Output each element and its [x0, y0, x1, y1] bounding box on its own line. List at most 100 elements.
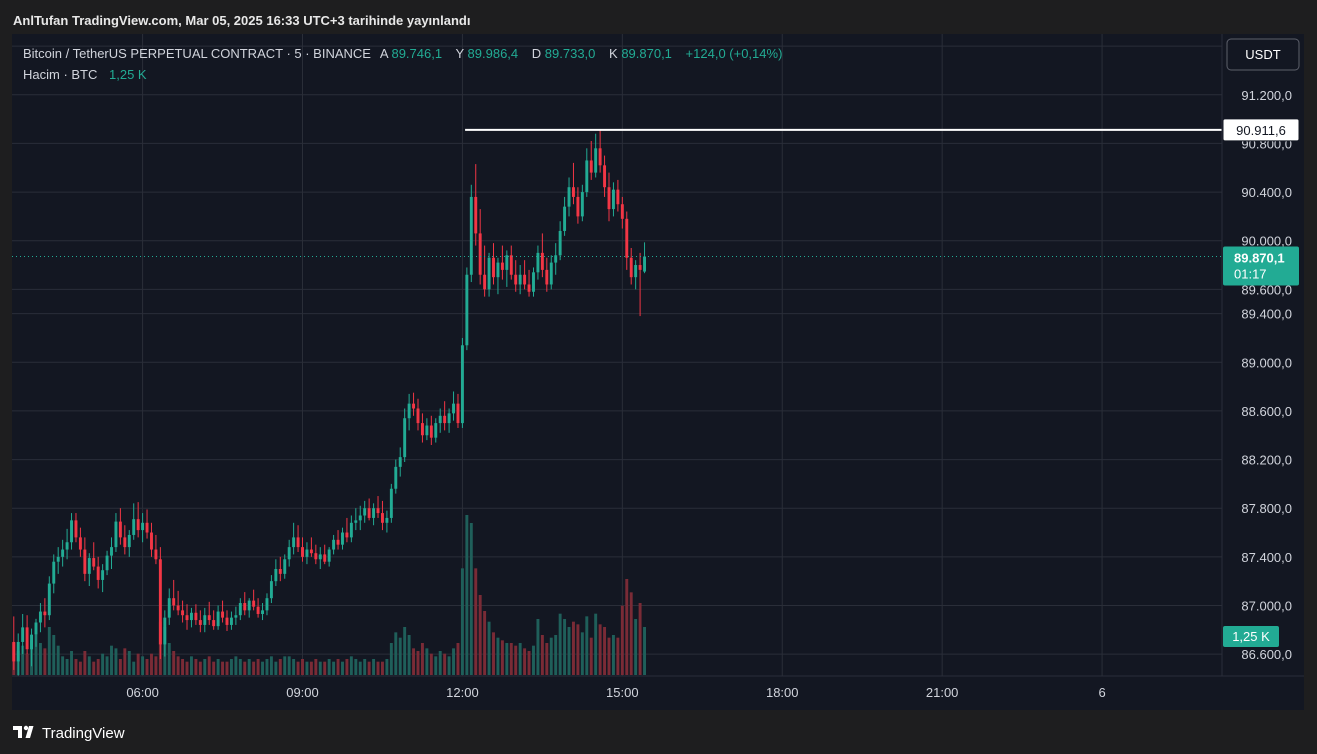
candle-body: [43, 611, 47, 616]
legend-low-label: D: [532, 46, 541, 61]
volume-bar: [589, 637, 593, 675]
volume-bar: [376, 661, 380, 675]
tradingview-logo[interactable]: TradingView: [13, 725, 125, 742]
volume-bar: [83, 651, 87, 675]
legend-ohlc-line: Bitcoin / TetherUS PERPETUAL CONTRACT · …: [23, 46, 782, 61]
volume-bar: [327, 659, 331, 675]
price-tick-label: 89.400,0: [1241, 307, 1292, 322]
candle-body: [536, 252, 540, 273]
candle-body: [301, 547, 304, 557]
candle-body: [398, 457, 402, 467]
volume-bar: [518, 643, 522, 675]
time-axis[interactable]: 06:00 09:00 12:00 15:00 18:00 21:00 6: [126, 685, 1105, 700]
candle-body: [372, 508, 376, 518]
volume-bar: [141, 656, 145, 675]
candle-body: [625, 218, 629, 258]
candle-body: [238, 603, 242, 616]
candle-body: [25, 627, 29, 650]
legend-change: +124,0 (+0,14%): [686, 46, 783, 61]
volume-bar: [487, 621, 491, 675]
candle-body: [416, 408, 420, 424]
volume-bar: [283, 656, 287, 675]
volume-bar: [318, 661, 322, 675]
volume-bar: [25, 653, 29, 675]
candle-body: [243, 603, 247, 611]
candle-body: [261, 610, 264, 614]
candle-body: [518, 274, 522, 285]
volume-bar: [105, 656, 109, 675]
volume-bar: [274, 661, 278, 675]
price-tick-label: 89.000,0: [1241, 355, 1292, 370]
candle-body: [136, 519, 140, 531]
candle-body: [332, 539, 336, 550]
candle-body: [487, 257, 491, 290]
currency-button-frame[interactable]: [1226, 38, 1300, 71]
legend-close-value: 89.870,1: [621, 46, 672, 61]
candle-body: [123, 537, 127, 548]
volume-bar: [123, 648, 127, 675]
candle-body: [345, 532, 349, 538]
price-candles: [12, 129, 647, 676]
legend-high-value: 89.986,4: [468, 46, 519, 61]
volume-bar: [363, 659, 367, 675]
candle-body: [265, 598, 269, 611]
volume-bar: [323, 661, 327, 675]
volume-bar: [269, 656, 273, 675]
volume-bar: [567, 627, 571, 675]
volume-bar: [558, 613, 562, 675]
candle-body: [638, 265, 642, 270]
legend-volume-value: 1,25 K: [109, 67, 147, 82]
candle-body: [203, 615, 207, 625]
volume-bar: [61, 656, 65, 675]
price-tick-label: 91.200,0: [1241, 88, 1292, 103]
candle-body: [118, 521, 122, 538]
candle-body: [447, 413, 451, 424]
volume-bar: [607, 637, 611, 675]
candle-body: [30, 634, 34, 650]
price-tick-label: 89.600,0: [1241, 282, 1292, 297]
candle-body: [150, 532, 153, 550]
volume-bar: [354, 659, 358, 675]
candle-body: [207, 615, 211, 621]
volume-bar: [65, 659, 69, 675]
candle-body: [74, 520, 78, 538]
candle-body: [145, 522, 149, 533]
legend-volume-label: Hacim · BTC: [23, 67, 97, 82]
volume-bar: [505, 643, 509, 675]
candle-body: [92, 558, 96, 567]
level-price-value: 90.911,6: [1236, 123, 1286, 138]
candle-body: [452, 403, 456, 414]
volume-bar: [532, 645, 535, 675]
candle-body: [274, 569, 278, 582]
candle-body: [545, 269, 549, 285]
currency-button[interactable]: USDT: [1226, 38, 1300, 71]
volume-bar: [167, 643, 171, 675]
volume-bar: [598, 624, 602, 675]
candle-body: [78, 537, 82, 550]
time-tick-label: 09:00: [286, 685, 319, 700]
candle-body: [429, 425, 433, 438]
volume-bar: [389, 643, 393, 675]
volume-bar: [47, 627, 51, 675]
volume-bar: [478, 595, 482, 675]
volume-bar: [585, 616, 589, 675]
candle-body: [474, 196, 478, 234]
volume-bar: [70, 651, 73, 675]
logo-slash: [25, 726, 34, 738]
volume-bar: [150, 653, 153, 675]
candle-body: [509, 255, 513, 275]
volume-bar: [634, 619, 638, 675]
candle-body: [141, 522, 145, 531]
candle-body: [34, 622, 38, 635]
volume-tag-box: [1223, 626, 1279, 647]
volume-bar: [563, 619, 567, 675]
volume-bar: [172, 651, 176, 675]
candle-body: [412, 403, 416, 409]
volume-bar: [443, 653, 447, 675]
currency-button-label[interactable]: USDT: [1245, 47, 1280, 62]
candle-body: [456, 403, 460, 424]
volume-bar: [456, 643, 460, 675]
volume-bar: [252, 661, 256, 675]
candle-body: [425, 425, 429, 436]
